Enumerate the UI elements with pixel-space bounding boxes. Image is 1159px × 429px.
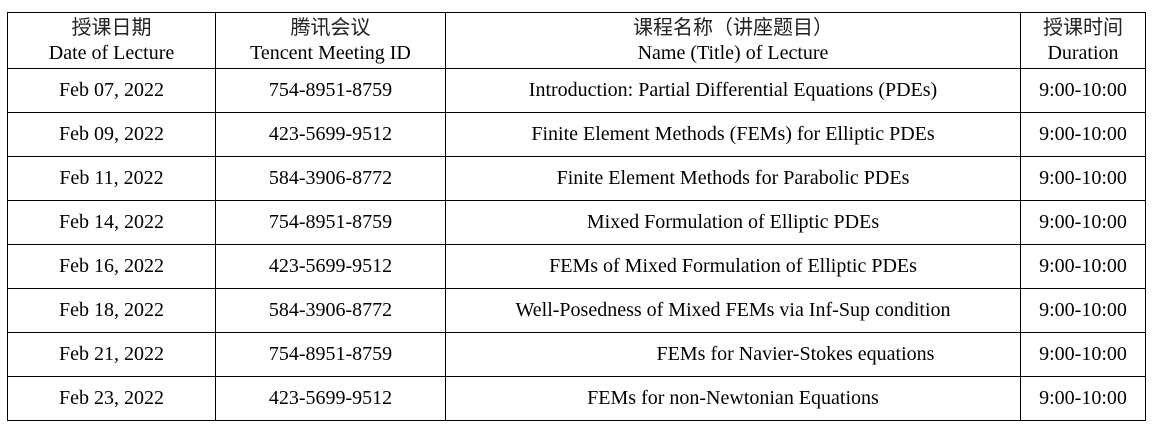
header-zh: 腾讯会议 bbox=[290, 16, 371, 39]
column-header: 授课时间 Duration bbox=[1020, 12, 1146, 69]
header-row: 授课日期 Date of Lecture 腾讯会议 Tencent Meeting I… bbox=[7, 12, 1146, 69]
meeting-id-cell: 423-5699-9512 bbox=[215, 376, 446, 421]
title-cell: Introduction: Partial Differential Equat… bbox=[445, 68, 1021, 113]
header-en: Name (Title) of Lecture bbox=[637, 41, 829, 64]
header-en: Tencent Meeting ID bbox=[250, 41, 411, 64]
meeting-id-cell: 584-3906-8772 bbox=[215, 156, 446, 201]
title-cell: FEMs of Mixed Formulation of Elliptic PD… bbox=[445, 244, 1021, 289]
header-en: Date of Lecture bbox=[48, 41, 175, 64]
header-zh: 授课时间 bbox=[1043, 16, 1123, 39]
duration-cell: 9:00-10:00 bbox=[1020, 156, 1146, 201]
meeting-id-cell: 754-8951-8759 bbox=[215, 200, 446, 245]
table-row: Feb 16, 2022 423-5699-9512 FEMs of Mixed F… bbox=[7, 244, 1146, 289]
date-cell: Feb 23, 2022 bbox=[7, 376, 216, 421]
table-row: Feb 07, 2022 754-8951-8759 Introduction: P… bbox=[7, 68, 1146, 113]
duration-cell: 9:00-10:00 bbox=[1020, 376, 1146, 421]
meeting-id-cell: 754-8951-8759 bbox=[215, 68, 446, 113]
header-en: Duration bbox=[1047, 41, 1119, 64]
table-row: Feb 14, 2022 754-8951-8759 Mixed Formulati… bbox=[7, 200, 1146, 245]
meeting-id-cell: 584-3906-8772 bbox=[215, 288, 446, 333]
duration-cell: 9:00-10:00 bbox=[1020, 288, 1146, 333]
lecture-schedule-table: 授课日期 Date of Lecture 腾讯会议 Tencent Meeting I… bbox=[7, 12, 1146, 421]
meeting-id-cell: 423-5699-9512 bbox=[215, 112, 446, 157]
column-header: 课程名称（讲座题目） Name (Title) of Lecture bbox=[445, 12, 1021, 69]
duration-cell: 9:00-10:00 bbox=[1020, 68, 1146, 113]
duration-cell: 9:00-10:00 bbox=[1020, 200, 1146, 245]
title-cell: Finite Element Methods (FEMs) for Ellipt… bbox=[445, 112, 1021, 157]
date-cell: Feb 18, 2022 bbox=[7, 288, 216, 333]
meeting-id-cell: 423-5699-9512 bbox=[215, 244, 446, 289]
duration-cell: 9:00-10:00 bbox=[1020, 244, 1146, 289]
duration-cell: 9:00-10:00 bbox=[1020, 332, 1146, 377]
date-cell: Feb 16, 2022 bbox=[7, 244, 216, 289]
title-cell: Finite Element Methods for Parabolic PDE… bbox=[445, 156, 1021, 201]
column-header: 腾讯会议 Tencent Meeting ID bbox=[215, 12, 446, 69]
header-zh: 课程名称（讲座题目） bbox=[633, 16, 833, 39]
table-row: Feb 18, 2022 584-3906-8772 Well-Posedness … bbox=[7, 288, 1146, 333]
title-cell: Mixed Formulation of Elliptic PDEs bbox=[445, 200, 1021, 245]
date-cell: Feb 11, 2022 bbox=[7, 156, 216, 201]
table-row: Feb 09, 2022 423-5699-9512 Finite Element … bbox=[7, 112, 1146, 157]
column-header: 授课日期 Date of Lecture bbox=[7, 12, 216, 69]
date-cell: Feb 14, 2022 bbox=[7, 200, 216, 245]
header-zh: 授课日期 bbox=[71, 16, 152, 39]
meeting-id-cell: 754-8951-8759 bbox=[215, 332, 446, 377]
table-row: Feb 11, 2022 584-3906-8772 Finite Element … bbox=[7, 156, 1146, 201]
duration-cell: 9:00-10:00 bbox=[1020, 112, 1146, 157]
title-cell: FEMs for Navier-Stokes equations bbox=[445, 332, 1021, 377]
title-cell: FEMs for non-Newtonian Equations bbox=[445, 376, 1021, 421]
date-cell: Feb 09, 2022 bbox=[7, 112, 216, 157]
table-row: Feb 23, 2022 423-5699-9512 FEMs for non-Ne… bbox=[7, 376, 1146, 421]
date-cell: Feb 21, 2022 bbox=[7, 332, 216, 377]
title-cell: Well-Posedness of Mixed FEMs via Inf-Sup… bbox=[445, 288, 1021, 333]
date-cell: Feb 07, 2022 bbox=[7, 68, 216, 113]
table-row: Feb 21, 2022 754-8951-8759 FEMs for Navier… bbox=[7, 332, 1146, 377]
